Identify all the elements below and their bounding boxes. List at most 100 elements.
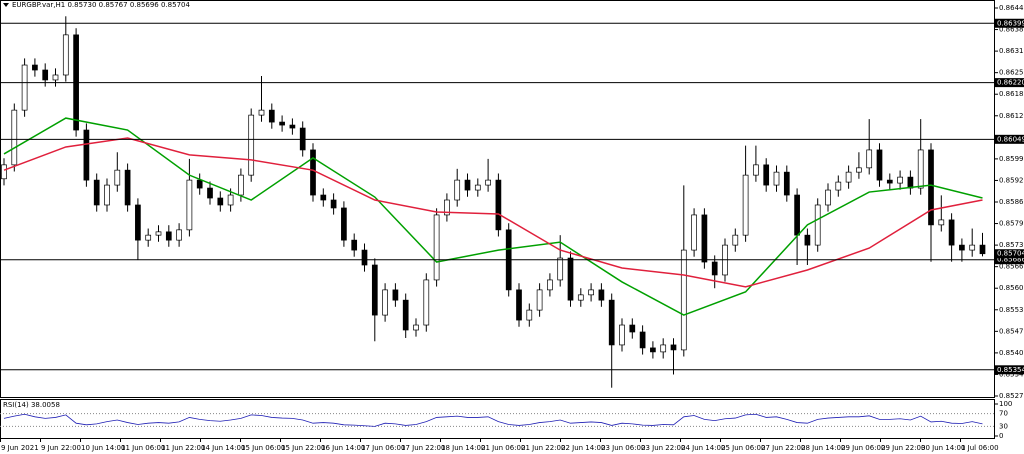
x-tick-label: 17 Jun 22:00 <box>401 444 445 452</box>
rsi-panel <box>0 399 995 439</box>
x-tick-label: 16 Jun 14:00 <box>321 444 365 452</box>
candle-body <box>619 324 625 346</box>
candle-body <box>21 64 28 111</box>
candle-body <box>650 347 656 353</box>
y-tick-label: 0.85665 <box>999 263 1024 271</box>
candle-body <box>639 331 646 349</box>
level-label-box <box>995 78 1024 88</box>
rsi-tick-label: 0 <box>999 432 1003 440</box>
candle-body <box>907 176 914 189</box>
x-tick-label: 22 Jun 14:00 <box>561 444 605 452</box>
candle-body <box>155 231 162 236</box>
candle-body <box>165 231 172 241</box>
candle-body <box>557 257 564 281</box>
candle-body <box>814 204 821 246</box>
candle-body <box>268 109 275 123</box>
candle-body <box>835 181 842 191</box>
candle-body <box>711 261 718 276</box>
candle-body <box>371 264 378 316</box>
y-tick-label: 0.85730 <box>999 241 1024 249</box>
candle-body <box>186 179 193 231</box>
x-tick-label: 1 Jul 06:00 <box>961 444 999 452</box>
candle-body <box>876 149 883 181</box>
candle-body <box>979 244 986 255</box>
candle-body <box>536 289 543 311</box>
candle-body <box>93 179 100 206</box>
symbol-header: EURGBP.var,H1 0.85730 0.85767 0.85696 0.… <box>12 1 190 9</box>
candle-body <box>804 234 811 246</box>
x-tick-label: 15 Jun 06:00 <box>241 444 285 452</box>
candle-body <box>320 194 327 201</box>
candle-body <box>382 289 388 316</box>
candle-body <box>495 179 502 231</box>
candle-body <box>742 174 749 236</box>
candle-body <box>959 244 965 251</box>
rsi-label: RSI(14) 38.0058 <box>3 401 60 409</box>
candle-body <box>1 164 7 180</box>
candle-body <box>969 244 976 251</box>
x-tick-label: 10 Jun 14:00 <box>81 444 125 452</box>
candle-body <box>588 289 594 296</box>
candle-body <box>124 169 131 206</box>
candle-body <box>52 74 59 81</box>
candle-body <box>732 234 739 246</box>
candle-body <box>11 109 18 166</box>
candle-body <box>454 179 461 201</box>
x-tick-label: 17 Jun 06:00 <box>361 444 405 452</box>
candle-body <box>825 189 831 206</box>
x-tick-label: 29 Jun 06:00 <box>841 444 885 452</box>
candle-body <box>238 174 244 196</box>
level-label-box <box>995 365 1024 375</box>
candle-body <box>886 179 893 184</box>
y-tick-label: 0.85405 <box>999 349 1024 357</box>
candle-body <box>845 171 852 183</box>
price-label: 0.85704 <box>997 250 1024 258</box>
level-label: 0.86049 <box>997 135 1024 143</box>
candle-body <box>351 239 358 251</box>
candle-body <box>42 69 49 81</box>
candle-body <box>567 257 574 301</box>
candle-body <box>516 289 522 321</box>
x-tick-label: 27 Jun 22:00 <box>761 444 805 452</box>
candle-body <box>444 199 450 216</box>
x-tick-label: 21 Jun 06:00 <box>481 444 525 452</box>
x-tick-label: 21 Jun 22:00 <box>521 444 565 452</box>
candle-body <box>248 114 255 176</box>
candle-body <box>474 184 481 191</box>
candle-body <box>361 249 368 266</box>
x-tick-label: 28 Jun 14:00 <box>801 444 845 452</box>
candle-body <box>547 279 553 291</box>
candle-body <box>464 179 471 191</box>
candle-body <box>176 229 182 241</box>
candle-body <box>207 187 213 199</box>
candle-body <box>413 324 419 331</box>
candle-body <box>433 214 440 281</box>
candle-body <box>938 219 945 226</box>
menu-triangle[interactable] <box>3 3 9 7</box>
candle-body <box>341 207 347 241</box>
x-tick-label: 23 Jun 06:00 <box>601 444 645 452</box>
moving-average <box>3 117 983 316</box>
y-tick-label: 0.85795 <box>999 220 1024 228</box>
candle-body <box>196 179 203 189</box>
candle-body <box>660 344 667 353</box>
candle-body <box>279 121 285 126</box>
x-tick-label: 18 Jun 14:00 <box>441 444 485 452</box>
level-label: 0.86220 <box>997 79 1024 87</box>
candle-body <box>866 149 873 169</box>
candle-body <box>104 184 110 206</box>
level-label-box <box>995 134 1024 144</box>
level-label-box <box>995 18 1024 28</box>
x-tick-label: 9 Jun 22:00 <box>41 444 81 452</box>
x-tick-label: 24 Jun 14:00 <box>681 444 725 452</box>
x-tick-label: 25 Jun 06:00 <box>721 444 765 452</box>
price-label-box <box>995 249 1024 259</box>
y-tick-label: 0.85275 <box>999 392 1024 400</box>
x-tick-label: 30 Jun 14:00 <box>921 444 965 452</box>
